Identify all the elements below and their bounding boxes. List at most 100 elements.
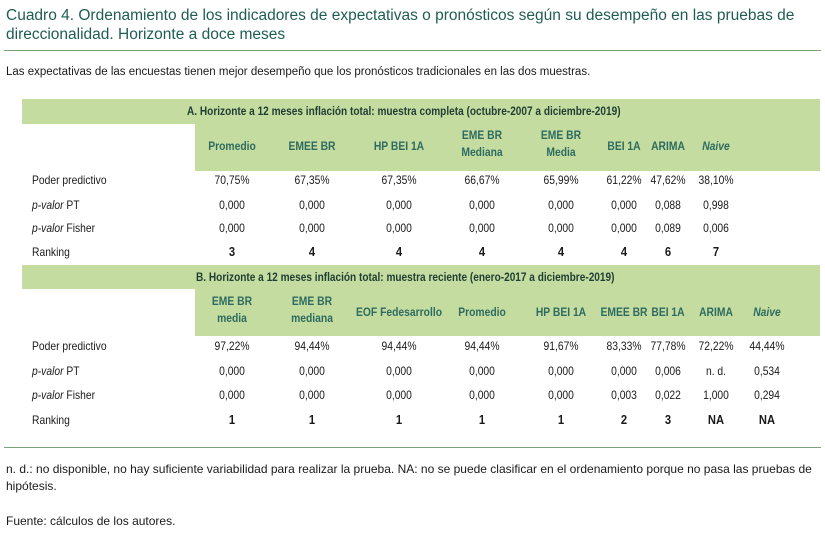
- a-header-2: HP BEI 1A: [373, 139, 425, 153]
- a-fisher-cell: 0,000: [548, 221, 574, 235]
- title-divider: [4, 50, 821, 51]
- a-fisher-cell: 0,000: [219, 221, 245, 235]
- a-row-label-poder: Poder predictivo: [32, 173, 107, 187]
- a-fisher-cell: 0,000: [299, 221, 325, 235]
- b-header-1: EME BR mediana: [291, 294, 333, 325]
- a-header-0: Promedio: [208, 139, 256, 153]
- b-fisher-cell: 0,000: [219, 388, 245, 402]
- b-fisher-cell: 0,000: [548, 388, 574, 402]
- b-ranking-cell: NA: [758, 412, 776, 427]
- section-b-title-band: [22, 265, 820, 289]
- a-poder-cell: 67,35%: [381, 173, 417, 187]
- b-header-8: Naive: [753, 305, 781, 319]
- section-a-title-band: [22, 99, 820, 124]
- b-fisher-cell: 0,000: [386, 388, 412, 402]
- b-pt-cell: 0,006: [655, 364, 681, 378]
- b-fisher-cell: 0,022: [655, 388, 681, 402]
- b-poder-cell: 83,33%: [606, 339, 642, 353]
- a-fisher-cell: 0,000: [611, 221, 637, 235]
- a-pt-cell: 0,000: [548, 198, 574, 212]
- b-poder-cell: 91,67%: [543, 339, 579, 353]
- a-row-label-pt: p-valor PT: [32, 198, 80, 212]
- b-header-2: EOF Fedesarrollo: [355, 305, 443, 319]
- a-pt-cell: 0,000: [469, 198, 495, 212]
- a-header-6: ARIMA: [651, 139, 685, 153]
- source-note: Fuente: cálculos de los autores.: [6, 514, 176, 528]
- a-pt-cell: 0,998: [703, 198, 729, 212]
- a-fisher-cell: 0,089: [655, 221, 681, 235]
- p-valor-label: p-valor: [32, 221, 64, 235]
- a-header-4: EME BR Media: [540, 128, 582, 159]
- a-ranking-cell: 4: [395, 244, 403, 259]
- b-pt-cell: 0,000: [299, 364, 325, 378]
- b-fisher-cell: 0,000: [469, 388, 495, 402]
- a-fisher-cell: 0,006: [703, 221, 729, 235]
- section-b-title: B. Horizonte a 12 meses inflación total:…: [196, 270, 615, 284]
- a-pt-cell: 0,000: [386, 198, 412, 212]
- a-pt-cell: 0,000: [299, 198, 325, 212]
- a-poder-cell: 67,35%: [294, 173, 330, 187]
- a-pt-cell: 0,088: [655, 198, 681, 212]
- p-valor-label: p-valor: [32, 198, 64, 212]
- table-bottom-divider: [4, 447, 821, 448]
- b-poder-cell: 44,44%: [749, 339, 785, 353]
- a-header-3: EME BR Mediana: [461, 128, 503, 159]
- a-ranking-cell: 4: [557, 244, 565, 259]
- table-title: Cuadro 4. Ordenamiento de los indicadore…: [6, 7, 795, 43]
- table-subtitle: Las expectativas de las encuestas tienen…: [6, 66, 591, 78]
- b-ranking-cell: 2: [620, 412, 628, 427]
- b-header-4: HP BEI 1A: [535, 305, 587, 319]
- a-header-1: EMEE BR: [288, 139, 336, 153]
- b-pt-cell: 0,000: [469, 364, 495, 378]
- b-ranking-cell: 3: [664, 412, 672, 427]
- p-valor-label: p-valor: [32, 388, 64, 402]
- a-poder-cell: 61,22%: [606, 173, 642, 187]
- b-header-3: Promedio: [458, 305, 506, 319]
- a-ranking-cell: 3: [228, 244, 236, 259]
- a-poder-cell: 65,99%: [543, 173, 579, 187]
- a-poder-cell: 47,62%: [650, 173, 686, 187]
- b-ranking-cell: 1: [395, 412, 403, 427]
- b-header-7: ARIMA: [699, 305, 733, 319]
- b-poder-cell: 94,44%: [381, 339, 417, 353]
- footnote: n. d.: no disponible, no hay suficiente …: [6, 462, 812, 493]
- section-b-header-band: [195, 289, 820, 336]
- b-fisher-cell: 0,294: [754, 388, 780, 402]
- b-poder-cell: 94,44%: [294, 339, 330, 353]
- a-ranking-cell: 4: [308, 244, 316, 259]
- test-name-label: PT: [63, 364, 80, 378]
- a-fisher-cell: 0,000: [386, 221, 412, 235]
- test-name-label: Fisher: [63, 388, 96, 402]
- a-ranking-cell: 7: [712, 244, 720, 259]
- b-row-label-poder: Poder predictivo: [32, 339, 107, 353]
- b-header-6: BEI 1A: [651, 305, 685, 319]
- b-pt-cell: 0,000: [386, 364, 412, 378]
- a-ranking-cell: 4: [620, 244, 628, 259]
- a-ranking-cell: 4: [478, 244, 486, 259]
- b-header-0: EME BR media: [211, 294, 253, 325]
- b-header-5: EMEE BR: [600, 305, 648, 319]
- b-row-label-pt: p-valor PT: [32, 364, 80, 378]
- b-fisher-cell: 0,000: [299, 388, 325, 402]
- b-pt-cell: 0,000: [611, 364, 637, 378]
- a-header-5: BEI 1A: [607, 139, 641, 153]
- b-poder-cell: 77,78%: [650, 339, 686, 353]
- a-pt-cell: 0,000: [219, 198, 245, 212]
- b-pt-cell: 0,534: [754, 364, 780, 378]
- b-ranking-cell: 1: [308, 412, 316, 427]
- b-fisher-cell: 1,000: [703, 388, 729, 402]
- b-pt-cell: 0,000: [219, 364, 245, 378]
- b-pt-cell: n. d.: [705, 364, 727, 378]
- a-row-label-fisher: p-valor Fisher: [32, 221, 95, 235]
- b-pt-cell: 0,000: [548, 364, 574, 378]
- b-ranking-cell: 1: [557, 412, 565, 427]
- b-row-label-fisher: p-valor Fisher: [32, 388, 95, 402]
- b-poder-cell: 72,22%: [698, 339, 734, 353]
- a-header-7: Naive: [702, 139, 730, 153]
- b-ranking-cell: 1: [478, 412, 486, 427]
- a-poder-cell: 66,67%: [464, 173, 500, 187]
- a-fisher-cell: 0,000: [469, 221, 495, 235]
- a-poder-cell: 70,75%: [214, 173, 250, 187]
- test-name-label: Fisher: [63, 221, 96, 235]
- b-row-label-ranking: Ranking: [32, 413, 70, 427]
